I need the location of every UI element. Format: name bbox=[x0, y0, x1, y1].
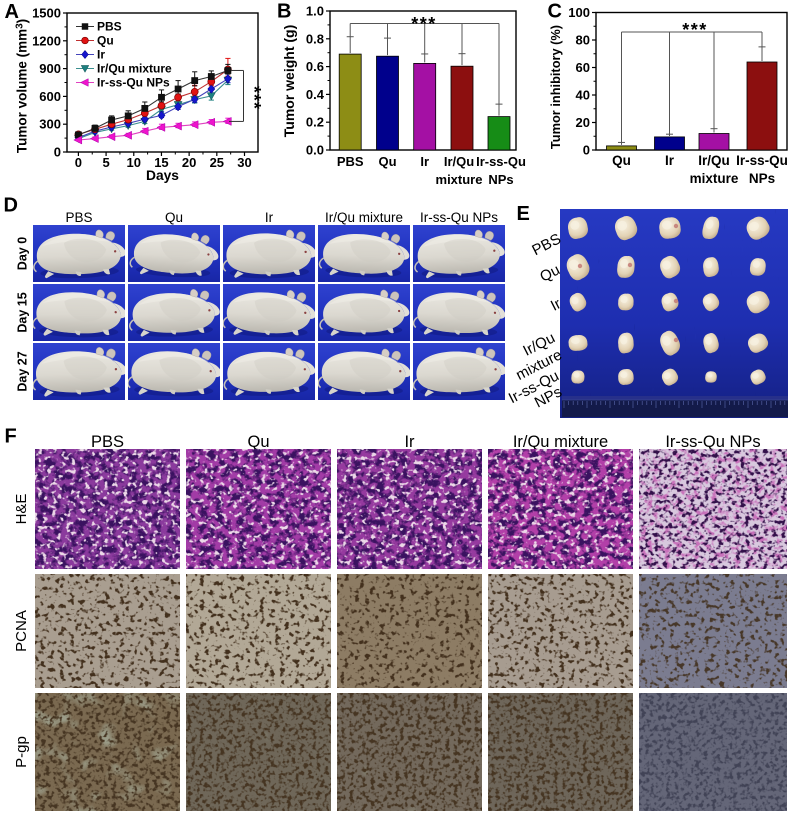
svg-text:Ir-ss-Qu NPs: Ir-ss-Qu NPs bbox=[665, 433, 760, 451]
svg-text:5: 5 bbox=[102, 155, 109, 170]
svg-text:0.8: 0.8 bbox=[306, 31, 324, 46]
svg-text:Ir-ss-Qu NPs: Ir-ss-Qu NPs bbox=[420, 210, 498, 225]
svg-text:D: D bbox=[4, 195, 18, 217]
svg-text:PBS: PBS bbox=[337, 154, 364, 169]
svg-text:Day 27: Day 27 bbox=[16, 351, 30, 391]
svg-text:F: F bbox=[5, 426, 17, 448]
svg-text:Qu: Qu bbox=[165, 210, 183, 225]
svg-text:0: 0 bbox=[54, 145, 61, 160]
svg-text:40: 40 bbox=[576, 88, 590, 103]
svg-text:100: 100 bbox=[568, 5, 590, 20]
svg-text:0.4: 0.4 bbox=[306, 87, 325, 102]
svg-text:Qu: Qu bbox=[97, 34, 114, 48]
svg-text:NPs: NPs bbox=[749, 171, 775, 186]
svg-text:mixture: mixture bbox=[436, 172, 483, 187]
svg-text:0: 0 bbox=[583, 143, 590, 158]
svg-text:60: 60 bbox=[576, 60, 590, 75]
svg-text:PBS: PBS bbox=[65, 210, 92, 225]
svg-text:Ir: Ir bbox=[97, 48, 105, 62]
svg-text:300: 300 bbox=[39, 117, 61, 132]
svg-text:Ir/Qu mixture: Ir/Qu mixture bbox=[97, 62, 172, 76]
svg-text:Ir/Qu: Ir/Qu bbox=[444, 154, 474, 169]
svg-text:Day 0: Day 0 bbox=[16, 237, 30, 270]
svg-text:1.0: 1.0 bbox=[306, 4, 324, 19]
svg-text:Days: Days bbox=[146, 168, 179, 183]
svg-text:15: 15 bbox=[154, 155, 168, 170]
svg-text:PCNA: PCNA bbox=[13, 610, 30, 652]
svg-text:10: 10 bbox=[127, 155, 141, 170]
svg-text:***: *** bbox=[682, 20, 708, 40]
svg-text:Ir: Ir bbox=[420, 154, 429, 169]
svg-text:P-gp: P-gp bbox=[13, 736, 30, 768]
svg-text:1200: 1200 bbox=[32, 33, 61, 48]
svg-text:Ir/Qu: Ir/Qu bbox=[698, 153, 730, 168]
svg-text:Ir-ss-Qu: Ir-ss-Qu bbox=[736, 153, 788, 168]
svg-text:600: 600 bbox=[39, 89, 61, 104]
svg-text:900: 900 bbox=[39, 61, 61, 76]
svg-text:E: E bbox=[517, 203, 530, 225]
svg-text:Qu: Qu bbox=[378, 154, 396, 169]
svg-text:B: B bbox=[277, 1, 291, 23]
svg-text:20: 20 bbox=[182, 155, 196, 170]
svg-text:25: 25 bbox=[210, 155, 224, 170]
svg-text:Ir: Ir bbox=[265, 210, 274, 225]
svg-text:***: *** bbox=[244, 86, 264, 110]
svg-text:***: *** bbox=[411, 14, 437, 34]
svg-text:0.0: 0.0 bbox=[306, 143, 324, 158]
svg-text:H&E: H&E bbox=[13, 494, 30, 525]
svg-text:0: 0 bbox=[75, 155, 82, 170]
svg-text:1500: 1500 bbox=[32, 6, 61, 21]
svg-text:PBS: PBS bbox=[97, 20, 122, 34]
svg-text:NPs: NPs bbox=[488, 172, 513, 187]
svg-text:Tumor volume (mm3): Tumor volume (mm3) bbox=[15, 19, 30, 153]
svg-text:Tumor weight (g): Tumor weight (g) bbox=[281, 25, 297, 138]
svg-text:0.6: 0.6 bbox=[306, 59, 324, 74]
svg-text:Ir-ss-Qu: Ir-ss-Qu bbox=[476, 154, 526, 169]
svg-text:Qu: Qu bbox=[612, 153, 631, 168]
svg-text:Ir-ss-Qu NPs: Ir-ss-Qu NPs bbox=[97, 76, 170, 90]
svg-text:PBS: PBS bbox=[91, 433, 124, 451]
svg-text:Ir/Qu mixture: Ir/Qu mixture bbox=[325, 210, 403, 225]
svg-text:0.2: 0.2 bbox=[306, 115, 324, 130]
svg-text:Ir/Qu mixture: Ir/Qu mixture bbox=[513, 433, 608, 451]
svg-text:Qu: Qu bbox=[247, 433, 269, 451]
svg-text:Ir: Ir bbox=[665, 153, 675, 168]
svg-text:A: A bbox=[5, 1, 19, 23]
svg-text:mixture: mixture bbox=[690, 171, 739, 186]
svg-text:C: C bbox=[548, 1, 562, 23]
svg-text:30: 30 bbox=[237, 155, 251, 170]
svg-text:80: 80 bbox=[576, 33, 590, 48]
svg-text:Tumor inhibitory (%): Tumor inhibitory (%) bbox=[548, 25, 563, 149]
svg-text:Day 15: Day 15 bbox=[16, 292, 30, 332]
svg-text:Ir: Ir bbox=[404, 433, 415, 451]
svg-text:20: 20 bbox=[576, 115, 590, 130]
